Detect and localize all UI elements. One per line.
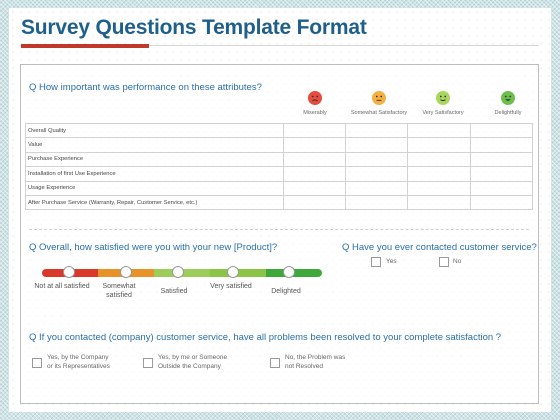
scale-option-knob[interactable] — [283, 266, 295, 278]
rating-label: Somewhat Satisfactory — [350, 110, 408, 116]
table-row: Purchase Experience — [25, 151, 534, 168]
rating-cell[interactable] — [407, 122, 471, 139]
title-accent-bar — [21, 44, 149, 48]
scale-option-knob[interactable] — [227, 266, 239, 278]
scale-option-knob[interactable] — [172, 266, 184, 278]
attribute-label: Value — [25, 137, 284, 153]
no-checkbox[interactable] — [439, 257, 449, 267]
not-resolved-checkbox[interactable] — [270, 358, 280, 368]
slide: Survey Questions Template Format Q How i… — [9, 8, 551, 412]
rating-cell[interactable] — [469, 151, 534, 168]
rating-cell[interactable] — [282, 194, 346, 211]
rating-cell[interactable] — [469, 180, 534, 196]
scale-option-knob[interactable] — [120, 266, 132, 278]
scale-label: Satisfied — [160, 288, 188, 295]
scale-label: Somewhat satisfied — [102, 283, 136, 299]
rating-cell[interactable] — [469, 166, 534, 182]
question-attributes: Q How important was performance on these… — [29, 82, 262, 93]
rating-cell[interactable] — [282, 137, 346, 153]
grin-face-icon — [501, 91, 515, 105]
table-row: After Purchase Service (Warranty, Repair… — [25, 194, 534, 211]
rating-cell[interactable] — [344, 194, 409, 211]
neutral-face-icon — [372, 91, 386, 105]
rating-cell[interactable] — [344, 166, 409, 182]
scale-label: Delighted — [271, 288, 301, 295]
question-problem-resolved: Q If you contacted (company) customer se… — [29, 332, 502, 343]
yes-checkbox[interactable] — [371, 257, 381, 267]
section-divider — [29, 229, 529, 230]
resolved-by-company-label: Yes, by the Company or its Representativ… — [47, 354, 110, 370]
rating-label: Miserably — [303, 110, 327, 116]
attribute-label: Usage Experience — [25, 180, 284, 196]
page-title: Survey Questions Template Format — [21, 16, 367, 39]
not-resolved-label: No, the Problem was not Resolved — [285, 354, 346, 370]
rating-cell[interactable] — [469, 137, 534, 153]
attribute-label: Overall Quality — [25, 122, 284, 139]
rating-cell[interactable] — [407, 166, 471, 182]
rating-cell[interactable] — [344, 122, 409, 139]
title-divider — [149, 45, 539, 46]
rating-label: Very Satisfactory — [422, 110, 464, 116]
question-contacted-service: Q Have you ever contacted customer servi… — [342, 242, 537, 253]
table-row: Usage Experience — [25, 180, 534, 196]
rating-cell[interactable] — [282, 166, 346, 182]
table-row: Overall Quality — [25, 122, 534, 139]
attribute-rating-table: Overall Quality Value Purchase Experienc… — [25, 122, 534, 211]
attribute-label: Installation of first Use Experience — [25, 166, 284, 182]
smile-face-icon — [436, 91, 450, 105]
scale-label: Not at all satisfied — [34, 283, 90, 290]
rating-cell[interactable] — [282, 180, 346, 196]
rating-cell[interactable] — [344, 180, 409, 196]
rating-cell[interactable] — [407, 151, 471, 168]
scale-label: Very satisfied — [210, 283, 252, 290]
yes-label: Yes — [386, 258, 397, 265]
rating-label: Delightfully — [494, 110, 522, 116]
resolved-by-company-checkbox[interactable] — [32, 358, 42, 368]
rating-cell[interactable] — [282, 151, 346, 168]
rating-cell[interactable] — [344, 151, 409, 168]
survey-panel — [20, 64, 539, 404]
rating-cell[interactable] — [469, 194, 534, 211]
question-satisfaction: Q Overall, how satisfied were you with y… — [29, 242, 278, 253]
table-row: Value — [25, 137, 534, 153]
rating-cell[interactable] — [407, 180, 471, 196]
frown-face-icon — [308, 91, 322, 105]
scale-option-knob[interactable] — [63, 266, 75, 278]
resolved-by-someone-checkbox[interactable] — [143, 358, 153, 368]
rating-cell[interactable] — [344, 137, 409, 153]
attribute-label: After Purchase Service (Warranty, Repair… — [25, 194, 284, 211]
table-row: Installation of first Use Experience — [25, 166, 534, 182]
rating-cell[interactable] — [407, 137, 471, 153]
rating-cell[interactable] — [282, 122, 346, 139]
no-label: No — [453, 258, 462, 265]
attribute-label: Purchase Experience — [25, 151, 284, 168]
rating-cell[interactable] — [469, 122, 534, 139]
resolved-by-someone-label: Yes, by me or Someone Outside the Compan… — [158, 354, 228, 370]
rating-cell[interactable] — [407, 194, 471, 211]
